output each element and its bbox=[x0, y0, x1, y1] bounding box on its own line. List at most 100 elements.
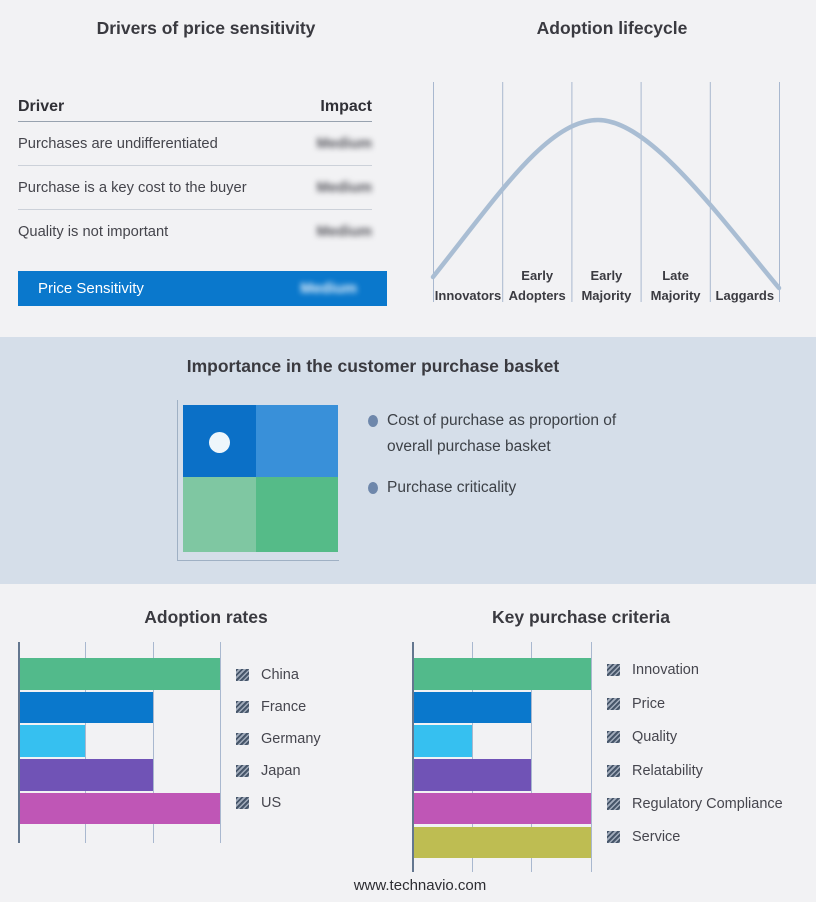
bar-us bbox=[20, 792, 220, 825]
purchase-basket-matrix bbox=[183, 405, 338, 552]
basket-bullet-list: Cost of purchase as proportion of overal… bbox=[368, 408, 638, 501]
legend-label: Innovation bbox=[632, 662, 699, 679]
purchase-basket-band bbox=[0, 337, 816, 584]
lifecycle-segment-label: Early Adopters bbox=[508, 268, 566, 303]
lifecycle-svg bbox=[430, 82, 782, 302]
drivers-table-header: Driver Impact bbox=[18, 92, 372, 122]
bar-relatability bbox=[414, 759, 532, 791]
lifecycle-segment-label: Laggards bbox=[715, 287, 775, 303]
bar-quality bbox=[414, 725, 472, 757]
lifecycle-segment-label: Late Majority bbox=[650, 268, 701, 303]
legend-swatch-hatched-icon bbox=[607, 764, 620, 777]
legend-item: China bbox=[236, 667, 299, 683]
legend-swatch-hatched-icon bbox=[607, 797, 620, 810]
impact-cell-blurred: Medium bbox=[316, 135, 373, 152]
key-purchase-criteria-title: Key purchase criteria bbox=[491, 607, 670, 627]
legend-label: US bbox=[261, 794, 282, 811]
summary-label: Price Sensitivity bbox=[38, 280, 144, 297]
legend-swatch-hatched-icon bbox=[607, 664, 620, 677]
legend-label: Relatability bbox=[632, 762, 703, 779]
impact-cell-blurred: Medium bbox=[316, 179, 373, 196]
key-purchase-criteria-chart bbox=[412, 642, 602, 872]
gridline bbox=[152, 642, 154, 843]
legend-item: Service bbox=[607, 829, 680, 845]
matrix-y-axis bbox=[177, 400, 178, 561]
legend-item: Quality bbox=[607, 729, 677, 745]
legend-swatch-hatched-icon bbox=[607, 697, 620, 710]
list-item: Cost of purchase as proportion of overal… bbox=[368, 408, 638, 460]
legend-label: Service bbox=[632, 829, 681, 846]
bullet-icon bbox=[368, 482, 378, 494]
adoption-rates-title: Adoption rates bbox=[144, 607, 268, 627]
matrix-position-dot bbox=[209, 432, 230, 453]
legend-item: Price bbox=[607, 696, 665, 712]
legend-item: US bbox=[236, 795, 281, 811]
driver-cell: Purchases are undifferentiated bbox=[18, 135, 218, 152]
matrix-quadrant-bottom-right bbox=[256, 477, 338, 552]
driver-cell: Quality is not important bbox=[18, 224, 169, 240]
column-header-impact: Impact bbox=[320, 97, 372, 115]
bar-germany bbox=[20, 725, 86, 757]
y-axis bbox=[18, 642, 20, 843]
legend-swatch-hatched-icon bbox=[607, 731, 620, 744]
bullet-text: Purchase criticality bbox=[387, 479, 517, 496]
bar-japan bbox=[20, 759, 153, 791]
list-item: Purchase criticality bbox=[368, 475, 638, 501]
legend-swatch-hatched-icon bbox=[236, 700, 249, 713]
legend-item: France bbox=[236, 699, 306, 715]
column-header-driver: Driver bbox=[18, 97, 65, 115]
gridline bbox=[531, 642, 533, 872]
website-watermark: www.technavio.com bbox=[353, 877, 487, 894]
legend-item: Innovation bbox=[607, 662, 699, 678]
gridline bbox=[591, 642, 593, 872]
legend-item: Germany bbox=[236, 731, 321, 747]
bullet-icon bbox=[368, 415, 378, 427]
bar-regulatory-compliance bbox=[414, 792, 592, 825]
adoption-rates-chart bbox=[18, 642, 230, 843]
legend-label: France bbox=[261, 698, 307, 715]
matrix-quadrant-bottom-left bbox=[183, 477, 256, 552]
price-sensitivity-summary-row: Price Sensitivity Medium bbox=[18, 271, 387, 306]
legend-swatch-hatched-icon bbox=[236, 796, 249, 809]
legend-item: Relatability bbox=[607, 763, 703, 779]
adoption-rates-legend: China France Germany Japan US bbox=[236, 642, 406, 843]
key-purchase-criteria-legend: Innovation Price Quality Relatability Regula… bbox=[607, 642, 812, 872]
gridline bbox=[471, 642, 473, 872]
legend-label: China bbox=[261, 666, 299, 683]
lifecycle-segment-label: Innovators bbox=[434, 287, 502, 303]
lifecycle-segment-label: Early Majority bbox=[581, 268, 632, 303]
matrix-quadrant-top-right bbox=[256, 405, 338, 477]
table-row: Quality is not important Medium bbox=[18, 210, 372, 254]
table-row: Purchase is a key cost to the buyer Medi… bbox=[18, 166, 372, 210]
bell-curve bbox=[430, 117, 782, 291]
legend-item: Regulatory Compliance bbox=[607, 796, 783, 812]
drivers-table: Driver Impact Purchases are undifferenti… bbox=[18, 92, 372, 254]
matrix-x-axis bbox=[177, 560, 339, 561]
gridline bbox=[85, 642, 87, 843]
gridline bbox=[219, 642, 221, 843]
bar-china bbox=[20, 658, 220, 690]
legend-swatch-hatched-icon bbox=[236, 764, 249, 777]
lifecycle-title: Adoption lifecycle bbox=[536, 18, 688, 38]
bar-innovation bbox=[414, 658, 592, 690]
legend-label: Quality bbox=[632, 729, 678, 746]
bar-service bbox=[414, 826, 592, 858]
legend-swatch-hatched-icon bbox=[236, 732, 249, 745]
legend-label: Germany bbox=[261, 730, 321, 747]
impact-cell-blurred: Medium bbox=[316, 224, 373, 240]
table-row: Purchases are undifferentiated Medium bbox=[18, 122, 372, 166]
legend-swatch-hatched-icon bbox=[236, 668, 249, 681]
basket-title: Importance in the customer purchase bask… bbox=[186, 356, 560, 376]
driver-cell: Purchase is a key cost to the buyer bbox=[18, 179, 247, 196]
legend-label: Japan bbox=[261, 762, 301, 779]
summary-impact-blurred: Medium bbox=[300, 280, 357, 297]
adoption-lifecycle-chart: Innovators Early Adopters Early Majority La… bbox=[420, 75, 790, 310]
bullet-text: Cost of purchase as proportion of overal… bbox=[387, 412, 617, 455]
legend-label: Regulatory Compliance bbox=[632, 795, 783, 812]
bar-price bbox=[414, 691, 532, 724]
drivers-table-title: Drivers of price sensitivity bbox=[96, 18, 316, 38]
legend-item: Japan bbox=[236, 763, 301, 779]
legend-swatch-hatched-icon bbox=[607, 831, 620, 844]
legend-label: Price bbox=[632, 695, 666, 712]
